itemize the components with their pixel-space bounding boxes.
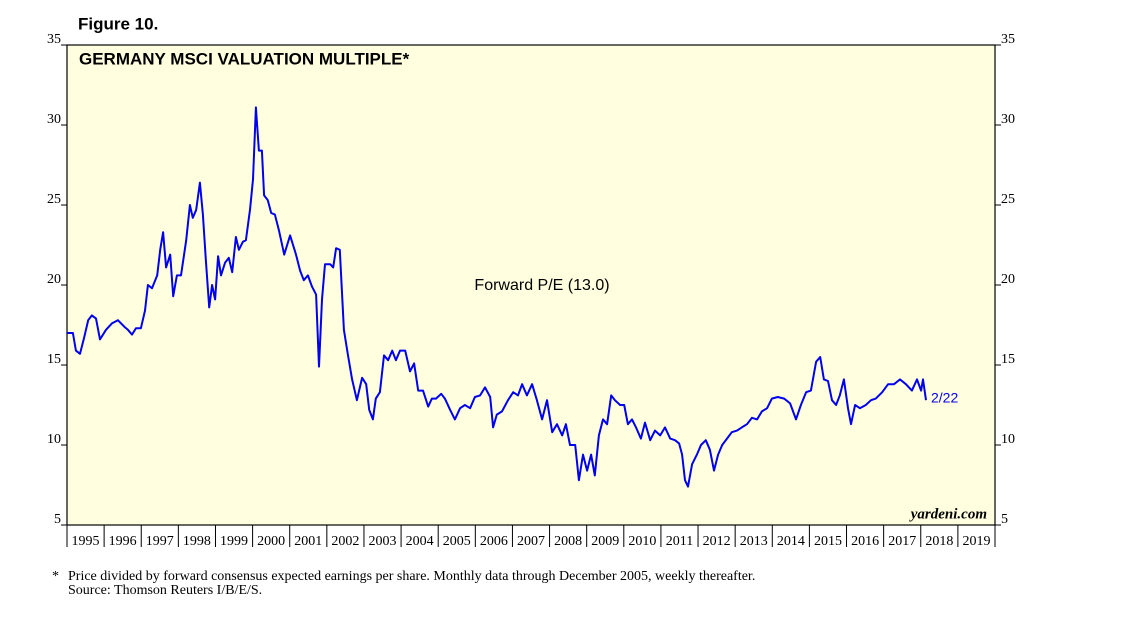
x-tick-label: 1996 bbox=[109, 534, 137, 549]
x-tick-label: 1995 bbox=[72, 534, 100, 549]
figure-label: Figure 10. bbox=[78, 14, 158, 33]
x-tick-label: 2016 bbox=[851, 534, 879, 549]
y-tick-label: 5 bbox=[54, 512, 61, 527]
x-tick-label: 2005 bbox=[443, 534, 471, 549]
x-tick-label: 1999 bbox=[220, 534, 248, 549]
x-tick-label: 2000 bbox=[257, 534, 285, 549]
x-tick-label: 2003 bbox=[369, 534, 397, 549]
x-tick-label: 2013 bbox=[740, 534, 768, 549]
footnote-text: Price divided by forward consensus expec… bbox=[68, 569, 755, 584]
x-tick-label: 2004 bbox=[406, 534, 434, 549]
x-tick-label: 1998 bbox=[183, 534, 211, 549]
x-tick-label: 2014 bbox=[777, 534, 805, 549]
y-tick-label: 20 bbox=[47, 272, 61, 287]
y2-tick-label: 25 bbox=[1001, 192, 1015, 207]
x-tick-label: 1997 bbox=[146, 534, 174, 549]
series-label: Forward P/E (13.0) bbox=[474, 277, 609, 294]
y-tick-label: 25 bbox=[47, 192, 61, 207]
x-tick-label: 2008 bbox=[554, 534, 582, 549]
x-tick-label: 2011 bbox=[666, 534, 693, 549]
y-tick-label: 15 bbox=[47, 352, 61, 367]
x-tick-label: 2002 bbox=[331, 534, 359, 549]
footnote-source: Source: Thomson Reuters I/B/E/S. bbox=[68, 583, 262, 598]
x-tick-label: 2001 bbox=[294, 534, 322, 549]
y-tick-label: 30 bbox=[47, 112, 61, 127]
x-tick-label: 2019 bbox=[962, 534, 990, 549]
x-tick-label: 2006 bbox=[480, 534, 508, 549]
x-tick-label: 2012 bbox=[703, 534, 731, 549]
y-tick-label: 35 bbox=[47, 32, 61, 47]
y2-tick-label: 15 bbox=[1001, 352, 1015, 367]
x-tick-label: 2015 bbox=[814, 534, 842, 549]
x-tick-label: 2018 bbox=[925, 534, 953, 549]
plot-area bbox=[66, 44, 996, 526]
x-tick-label: 2007 bbox=[517, 534, 545, 549]
source-site: yardeni.com bbox=[909, 506, 987, 522]
x-tick-label: 2009 bbox=[591, 534, 619, 549]
footnote-marker: * bbox=[52, 569, 59, 584]
y-tick-label: 10 bbox=[47, 432, 61, 447]
y2-tick-label: 10 bbox=[1001, 432, 1015, 447]
x-tick-label: 2010 bbox=[628, 534, 656, 549]
y2-tick-label: 30 bbox=[1001, 112, 1015, 127]
chart-title: GERMANY MSCI VALUATION MULTIPLE* bbox=[79, 49, 410, 68]
last-date-label: 2/22 bbox=[931, 390, 958, 406]
y2-tick-label: 35 bbox=[1001, 32, 1015, 47]
series-line bbox=[67, 106, 927, 488]
x-tick-label: 2017 bbox=[888, 534, 916, 549]
y2-tick-label: 5 bbox=[1001, 512, 1008, 527]
y2-tick-label: 20 bbox=[1001, 272, 1015, 287]
